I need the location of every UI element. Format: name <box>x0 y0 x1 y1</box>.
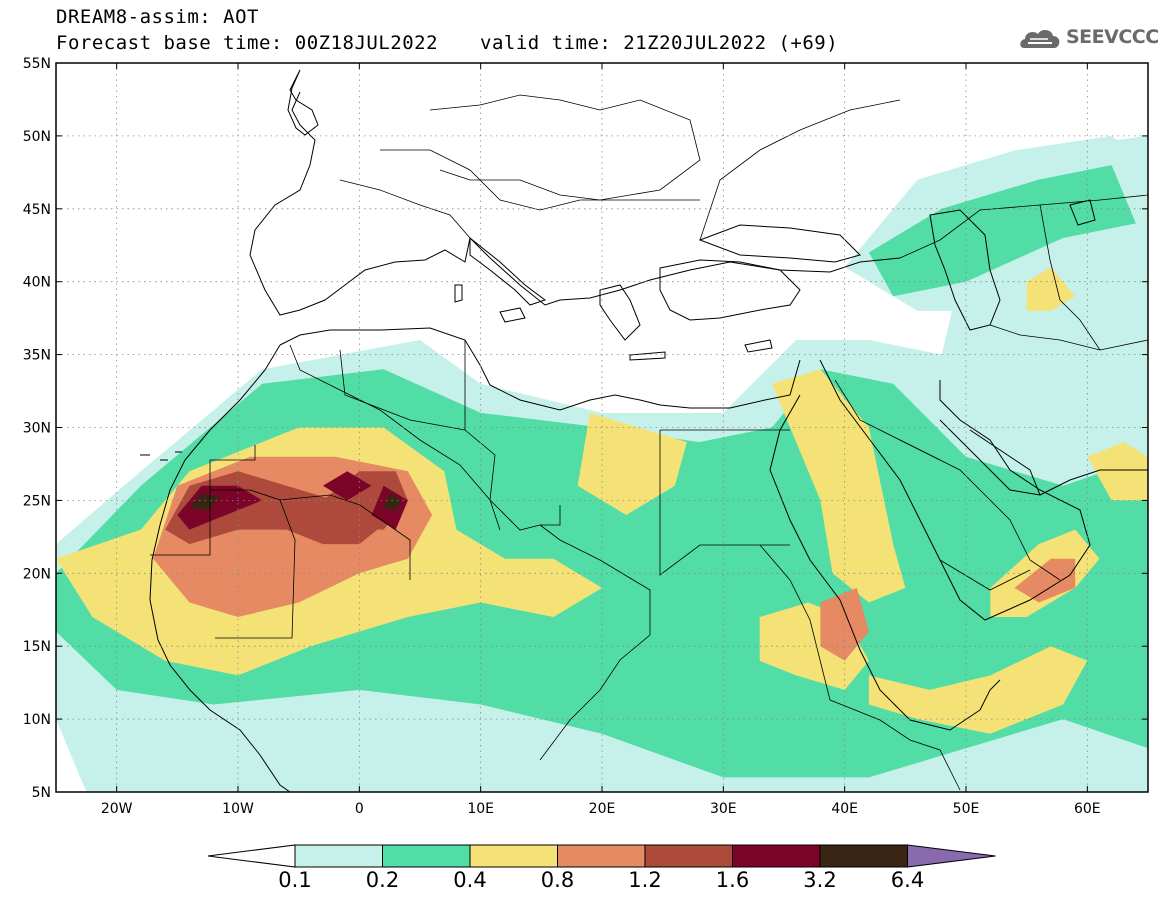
colorbar-box <box>732 844 821 868</box>
lon-label: 10W <box>222 801 254 817</box>
aot-region-11 <box>1026 267 1076 311</box>
aot-region-21 <box>383 493 402 511</box>
gridlines <box>56 63 1148 792</box>
greece-coast <box>599 284 641 341</box>
colorbar-box <box>382 844 471 868</box>
aot-region-3 <box>868 165 1136 297</box>
lat-label: 20N <box>23 566 51 582</box>
lat-label: 5N <box>32 785 51 801</box>
cloud-logo-icon <box>1020 30 1060 48</box>
uk-coast <box>287 69 319 136</box>
africa-north-coast <box>279 327 801 411</box>
crete <box>629 351 666 361</box>
lon-label: 50E <box>953 801 980 817</box>
aot-region-14 <box>1014 558 1076 603</box>
black-sea <box>698 224 861 263</box>
colorbar-label: 6.4 <box>891 868 924 892</box>
colorbar-label: 0.8 <box>541 868 574 892</box>
lat-label: 50N <box>23 129 51 145</box>
red-sea-west <box>769 394 981 731</box>
axis-ticks <box>56 62 1148 793</box>
lon-label: 20W <box>101 801 133 817</box>
lat-label: 30N <box>23 421 51 437</box>
lat-label: 15N <box>23 639 51 655</box>
sicily <box>499 307 526 323</box>
aot-fields <box>56 135 1148 792</box>
colorbar-labels: 0.1 0.2 0.4 0.8 1.2 1.6 3.2 6.4 <box>278 868 924 892</box>
colorbar-max-arrow <box>907 844 996 868</box>
lon-label: 60E <box>1074 801 1101 817</box>
colorbar-box <box>819 844 908 868</box>
aot-region-18 <box>322 471 372 501</box>
lat-label: 55N <box>23 56 51 72</box>
lon-label: 30E <box>710 801 737 817</box>
longitude-labels: 20W 10W 0 10E 20E 30E 40E 50E 60E <box>101 801 1101 817</box>
colorbar-box <box>644 844 733 868</box>
forecast-base-time: Forecast base time: 00Z18JUL2022 <box>56 32 439 54</box>
colorbar-label: 0.1 <box>278 868 311 892</box>
lon-label: 20E <box>589 801 616 817</box>
europe-coast <box>249 91 901 316</box>
lat-label: 25N <box>23 493 51 509</box>
horn-of-africa <box>979 679 1001 711</box>
arabia-coast <box>819 359 1091 621</box>
lat-label: 45N <box>23 202 51 218</box>
colorbar-min-arrow <box>207 844 296 868</box>
colorbar-label: 0.2 <box>366 868 399 892</box>
canary-islands <box>140 451 182 461</box>
colorbar-box <box>294 844 383 868</box>
lon-label: 40E <box>831 801 858 817</box>
colorbar-box <box>557 844 646 868</box>
aot-region-20 <box>189 493 220 511</box>
country-borders <box>150 94 1148 791</box>
colorbar-boxes <box>207 844 996 868</box>
colorbar-label: 1.2 <box>628 868 661 892</box>
lat-label: 40N <box>23 275 51 291</box>
colorbar-label: 1.6 <box>716 868 749 892</box>
latitude-labels: 55N 50N 45N 40N 35N 30N 25N 20N 15N 10N 5N <box>23 56 51 801</box>
cyprus <box>744 339 773 353</box>
map-title: DREAM8-assim: AOT <box>56 6 259 28</box>
coastlines <box>140 69 1148 792</box>
aot-region-8 <box>868 646 1088 734</box>
colorbar-label: 3.2 <box>803 868 836 892</box>
valid-time: valid time: 21Z20JUL2022 (+69) <box>480 32 839 54</box>
africa-west-coast <box>149 344 291 792</box>
persian-gulf <box>939 419 1041 496</box>
italy-coast <box>469 236 547 306</box>
colorbar-label: 0.4 <box>453 868 486 892</box>
lon-label: 0 <box>355 801 364 817</box>
lon-label: 10E <box>467 801 494 817</box>
logo-text: SEEVCCC <box>1066 26 1159 48</box>
lat-label: 35N <box>23 348 51 364</box>
iran-coast <box>1039 469 1148 496</box>
sardinia <box>454 284 463 303</box>
colorbar-box <box>469 844 558 868</box>
lat-label: 10N <box>23 712 51 728</box>
aot-region-17 <box>177 485 263 530</box>
aot-region-10 <box>1087 442 1148 501</box>
turkey-coast <box>659 259 801 321</box>
